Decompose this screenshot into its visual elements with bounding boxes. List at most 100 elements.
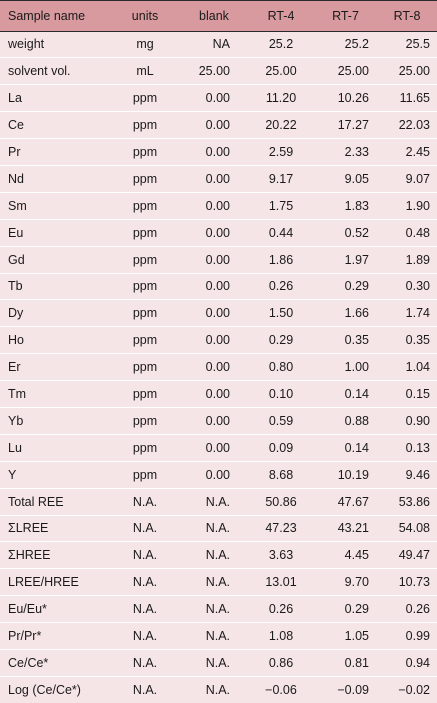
units-cell: ppm xyxy=(110,460,180,489)
blank-cell: 0.00 xyxy=(180,111,248,139)
rt8-cell: 9.07 xyxy=(377,164,437,193)
rt4-cell: −0.06 xyxy=(248,675,314,703)
rt7-cell: 1.00 xyxy=(314,353,377,381)
rt8-cell: 2.45 xyxy=(377,138,437,166)
table-row: Total REE N.A. N.A. 50.86 47.67 53.86 xyxy=(0,487,437,516)
rt8-cell: 0.13 xyxy=(377,433,437,462)
sample-name-cell: Nd xyxy=(0,164,110,193)
blank-cell: 0.00 xyxy=(180,84,248,112)
blank-cell: N.A. xyxy=(180,648,248,677)
units-cell: N.A. xyxy=(110,514,180,542)
table-row: Sm ppm 0.00 1.75 1.83 1.90 xyxy=(0,191,437,220)
column-header-rt8: RT-8 xyxy=(377,1,437,32)
rt4-cell: 0.26 xyxy=(248,272,314,300)
blank-cell: 0.00 xyxy=(180,245,248,274)
blank-cell: N.A. xyxy=(180,622,248,650)
rt4-cell: 20.22 xyxy=(248,111,314,139)
sample-name-cell: Dy xyxy=(0,299,110,327)
sample-name-cell: Log (Ce/Ce*) xyxy=(0,675,110,703)
rt7-cell: 2.33 xyxy=(314,138,377,166)
header-row: Sample name units blank RT-4 RT-7 RT-8 xyxy=(0,1,437,32)
rt4-cell: 0.10 xyxy=(248,380,314,408)
rt7-cell: 0.14 xyxy=(314,380,377,408)
table-row: Eu ppm 0.00 0.44 0.52 0.48 xyxy=(0,218,437,247)
sample-name-cell: Pr/Pr* xyxy=(0,622,110,650)
blank-cell: NA xyxy=(212,37,230,52)
blank-cell: 25.00 xyxy=(180,57,248,85)
rt7-cell: 0.14 xyxy=(314,433,377,462)
rt8-cell: 10.73 xyxy=(377,568,437,596)
units-cell: ppm xyxy=(110,326,180,354)
rt7-cell: 1.83 xyxy=(314,191,377,220)
units-cell: N.A. xyxy=(110,648,180,677)
rt4-cell: 2.59 xyxy=(248,138,314,166)
table-row: ΣHREE N.A. N.A. 3.63 4.45 49.47 xyxy=(0,541,437,569)
rt8-cell: −0.02 xyxy=(377,675,437,703)
table-row: Pr/Pr* N.A. N.A. 1.08 1.05 0.99 xyxy=(0,622,437,650)
rt7-cell: 0.29 xyxy=(314,595,377,623)
sample-name-cell: Ce xyxy=(0,111,110,139)
blank-cell: N.A. xyxy=(180,541,248,569)
blank-cell: 0.00 xyxy=(180,299,248,327)
table-row: Tb ppm 0.00 0.26 0.29 0.30 xyxy=(0,272,437,300)
rt8-cell: 11.65 xyxy=(377,84,437,112)
table-row: Ce ppm 0.00 20.22 17.27 22.03 xyxy=(0,111,437,139)
units-cell: ppm xyxy=(110,272,180,300)
rt8-cell: 25.00 xyxy=(377,57,437,85)
sample-name-cell: Lu xyxy=(0,433,110,462)
blank-cell: 0.00 xyxy=(180,353,248,381)
rt7-cell: 10.19 xyxy=(314,460,377,489)
table-row: Er ppm 0.00 0.80 1.00 1.04 xyxy=(0,353,437,381)
blank-cell: 0.00 xyxy=(180,406,248,435)
table-row: Gd ppm 0.00 1.86 1.97 1.89 xyxy=(0,245,437,274)
units-cell: N.A. xyxy=(110,568,180,596)
sample-name-cell: Er xyxy=(0,353,110,381)
units-cell: ppm xyxy=(110,164,180,193)
units-cell: mg xyxy=(136,37,154,52)
sample-name-cell: Eu xyxy=(0,218,110,247)
sample-name-cell: Pr xyxy=(0,138,110,166)
rt4-cell: 1.75 xyxy=(248,191,314,220)
rt4-cell: 9.17 xyxy=(248,164,314,193)
sample-name-cell: ΣLREE xyxy=(0,514,110,542)
table-row: La ppm 0.00 11.20 10.26 11.65 xyxy=(0,84,437,112)
blank-cell: N.A. xyxy=(180,514,248,542)
sample-name-cell: Tb xyxy=(0,272,110,300)
rt7-cell: 25.00 xyxy=(314,57,377,85)
blank-cell: N.A. xyxy=(180,568,248,596)
units-cell: ppm xyxy=(110,353,180,381)
column-header-rt4: RT-4 xyxy=(248,1,314,32)
units-cell: N.A. xyxy=(110,595,180,623)
sample-name-cell: Tm xyxy=(0,380,110,408)
rt4-cell: 1.50 xyxy=(248,299,314,327)
rt8-cell: 0.30 xyxy=(377,272,437,300)
rt8-cell: 53.86 xyxy=(377,487,437,516)
rt4-cell: 1.86 xyxy=(248,245,314,274)
column-header-units: units xyxy=(110,1,180,32)
table-row: Yb ppm 0.00 0.59 0.88 0.90 xyxy=(0,406,437,435)
table-row: Eu/Eu* N.A. N.A. 0.26 0.29 0.26 xyxy=(0,595,437,623)
sample-name-cell: Eu/Eu* xyxy=(0,595,110,623)
rt4-cell: 3.63 xyxy=(248,541,314,569)
table-row: Lu ppm 0.00 0.09 0.14 0.13 xyxy=(0,433,437,462)
rt4-cell: 50.86 xyxy=(248,487,314,516)
rt4-cell: 25.2 xyxy=(268,37,294,52)
rt8-cell: 0.48 xyxy=(377,218,437,247)
sample-name-cell: weight xyxy=(8,37,45,52)
rt7-cell: 0.35 xyxy=(314,326,377,354)
rt8-cell: 1.89 xyxy=(377,245,437,274)
rt7-cell: 0.52 xyxy=(314,218,377,247)
rt8-cell: 0.15 xyxy=(377,380,437,408)
rt7-cell: 0.88 xyxy=(314,406,377,435)
rt7-cell: 1.66 xyxy=(314,299,377,327)
rt8-cell: 0.94 xyxy=(377,648,437,677)
rt7-cell: 43.21 xyxy=(314,514,377,542)
units-cell: N.A. xyxy=(110,675,180,703)
sample-name-cell: Ce/Ce* xyxy=(0,648,110,677)
rt4-cell: 0.80 xyxy=(248,353,314,381)
rt8-cell: 22.03 xyxy=(377,111,437,139)
column-header-rt7: RT-7 xyxy=(314,1,377,32)
blank-cell: N.A. xyxy=(180,487,248,516)
